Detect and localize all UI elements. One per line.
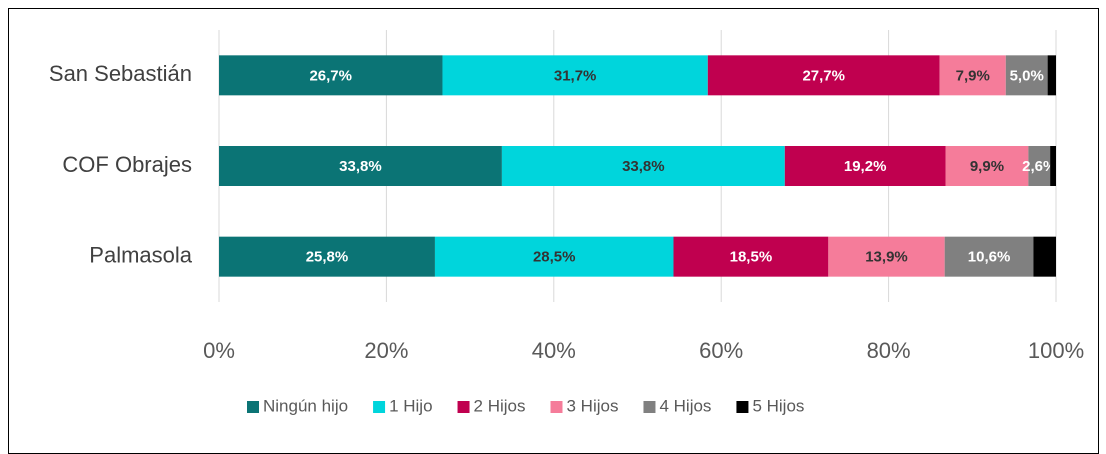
bar-segment xyxy=(501,146,785,186)
x-tick-label: 0% xyxy=(203,338,235,363)
bar-segment xyxy=(945,146,1029,186)
x-tick-label: 40% xyxy=(532,338,576,363)
bar-segment xyxy=(1028,146,1051,186)
legend-swatch xyxy=(550,401,563,413)
data-label: 2,6% xyxy=(1022,158,1056,175)
bar-segment xyxy=(707,55,940,96)
data-label: 26,7% xyxy=(309,67,352,84)
legend-swatch xyxy=(457,401,470,413)
bar-segment xyxy=(944,236,1034,277)
category-label: San Sebastián xyxy=(49,61,192,86)
bar-segment xyxy=(434,236,674,277)
bar-segment xyxy=(828,236,945,277)
x-tick-label: 20% xyxy=(364,338,408,363)
bar-segment xyxy=(1005,55,1048,96)
bar-segment xyxy=(784,146,946,186)
x-tick-label: 60% xyxy=(699,338,743,363)
data-label: 10,6% xyxy=(968,249,1011,266)
legend-label: Ningún hijo xyxy=(263,396,348,415)
legend-swatch xyxy=(643,401,656,413)
bar-segment xyxy=(939,55,1006,96)
bar-segment xyxy=(1047,55,1056,96)
bar-segment xyxy=(442,55,708,96)
legend-label: 5 Hijos xyxy=(752,396,804,415)
legend-label: 2 Hijos xyxy=(474,396,526,415)
data-label: 5,0% xyxy=(1010,67,1044,84)
data-label: 9,9% xyxy=(970,158,1004,175)
data-label: 7,9% xyxy=(956,67,990,84)
category-label: Palmasola xyxy=(89,242,192,267)
bar-segment xyxy=(1033,236,1056,277)
legend-label: 4 Hijos xyxy=(659,396,711,415)
data-label: 13,9% xyxy=(865,249,908,266)
category-label: COF Obrajes xyxy=(62,152,192,177)
data-label: 18,5% xyxy=(730,249,773,266)
data-label: 33,8% xyxy=(339,158,382,175)
legend-swatch xyxy=(736,401,749,413)
legend-label: 1 Hijo xyxy=(389,396,432,415)
bar-segment xyxy=(219,55,443,96)
data-label: 19,2% xyxy=(844,158,887,175)
legend-swatch xyxy=(373,401,386,413)
legend-swatch xyxy=(247,401,259,413)
x-tick-label: 100% xyxy=(1028,338,1084,363)
bar-segment xyxy=(219,236,435,277)
data-label: 27,7% xyxy=(802,67,845,84)
data-label: 28,5% xyxy=(533,249,576,266)
data-label: 31,7% xyxy=(554,67,597,84)
legend-label: 3 Hijos xyxy=(567,396,619,415)
bar-segment xyxy=(1050,146,1056,186)
x-tick-label: 80% xyxy=(867,338,911,363)
data-label: 25,8% xyxy=(306,249,349,266)
bar-segment xyxy=(219,146,502,186)
data-label: 33,8% xyxy=(622,158,665,175)
bar-segment xyxy=(673,236,829,277)
